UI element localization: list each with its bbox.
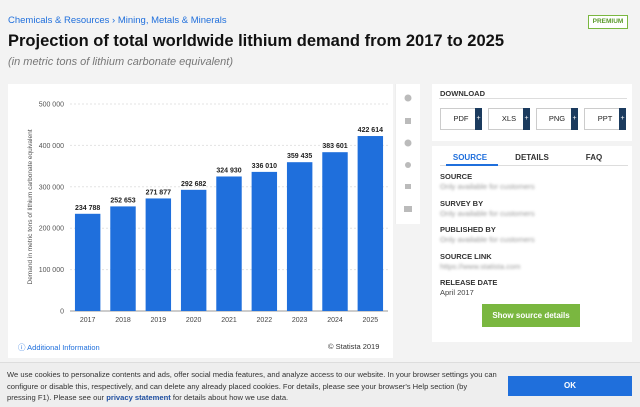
copyright: © Statista 2019 <box>328 342 380 351</box>
value-label: 359 435 <box>287 153 312 160</box>
icon-quote[interactable] <box>405 184 411 189</box>
x-tick-label: 2024 <box>327 317 343 324</box>
icon-share[interactable] <box>405 162 411 168</box>
bar <box>322 152 348 311</box>
value-label: 336 010 <box>252 163 277 170</box>
ok-button[interactable]: OK <box>508 376 632 396</box>
y-tick-label: 300 000 <box>39 184 64 191</box>
value-label: 422 614 <box>358 127 383 134</box>
privacy-link[interactable]: privacy statement <box>106 393 171 402</box>
x-tick-label: 2018 <box>115 317 131 324</box>
source-label: PUBLISHED BY <box>440 225 496 234</box>
tab[interactable]: SOURCE <box>452 153 488 162</box>
download-panel: DOWNLOAD PDF + XLS + PNG + PPT + <box>432 84 632 141</box>
value-label: 324 930 <box>216 167 241 174</box>
breadcrumb: Chemicals & Resources › Mining, Metals &… <box>8 15 227 26</box>
y-tick-label: 100 000 <box>39 267 64 274</box>
value-label: 271 877 <box>146 189 171 196</box>
button-label[interactable]: PDF <box>453 114 469 123</box>
toolbar-icons <box>404 94 412 212</box>
source-value: https://www.statista.com <box>440 261 521 271</box>
value-label: 234 788 <box>75 205 100 212</box>
download-button[interactable]: XLS + <box>488 108 530 130</box>
chart-toolbar <box>395 84 420 224</box>
download-button[interactable]: PDF + <box>440 108 482 130</box>
icon-star[interactable] <box>404 94 412 102</box>
chart: Demand in metric tons of lithium carbona… <box>27 102 388 324</box>
x-tick-label: 2022 <box>257 317 273 324</box>
tab-indicator <box>446 164 498 166</box>
bar <box>286 162 313 311</box>
source-value: April 2017 <box>440 288 474 297</box>
download-title: DOWNLOAD <box>440 89 485 98</box>
value-label: 292 682 <box>181 181 206 188</box>
x-tick-label: 2023 <box>292 317 308 324</box>
x-tick-label: 2021 <box>221 317 237 324</box>
source-panel: SOURCE DETAILS FAQ SOURCE Only available … <box>432 146 632 342</box>
cookie-body: for details about how we use data. <box>172 393 289 402</box>
y-axis-title: Demand in metric tons of lithium carbona… <box>27 129 34 284</box>
divider <box>440 165 628 166</box>
source-value: Only available for customers <box>440 182 535 191</box>
value-label: 252 653 <box>110 197 135 204</box>
bar <box>145 198 172 311</box>
breadcrumb-link[interactable]: Mining, Metals & Minerals <box>117 15 227 26</box>
source-label: RELEASE DATE <box>440 278 498 287</box>
source-label: SURVEY BY <box>440 198 484 208</box>
download-button[interactable]: PPT + <box>584 108 626 130</box>
cookie-body: We use cookies to personalize contents a… <box>7 370 497 402</box>
divider <box>439 98 627 99</box>
y-tick-label: 400 000 <box>39 143 64 150</box>
y-tick-label: 200 000 <box>39 226 64 233</box>
additional-info[interactable]: ⓘ Additional Information <box>18 343 100 352</box>
x-tick-label: 2025 <box>363 317 379 324</box>
icon-bell[interactable] <box>405 118 411 124</box>
icon-gear[interactable] <box>404 139 412 147</box>
breadcrumb-link[interactable]: Chemicals & Resources <box>8 15 110 26</box>
tab[interactable]: DETAILS <box>515 153 549 162</box>
additional-info-text[interactable]: Additional Information <box>27 343 100 352</box>
source-label: SOURCE <box>440 172 473 181</box>
download-button[interactable]: PNG + <box>536 108 578 130</box>
x-tick-label: 2017 <box>80 317 96 324</box>
x-tick-label: 2019 <box>151 317 167 324</box>
bar <box>251 171 278 311</box>
bar <box>357 136 384 311</box>
bar <box>110 206 136 311</box>
bar <box>74 213 101 311</box>
y-tick-label: 0 <box>60 309 64 316</box>
source-value: Only available for customers <box>440 208 535 218</box>
cookie-text: We use cookies to personalize contents a… <box>7 369 497 404</box>
tab[interactable]: FAQ <box>585 153 603 162</box>
button-label[interactable]: XLS <box>501 114 517 123</box>
subtitle: (in metric tons of lithium carbonate equ… <box>8 56 233 68</box>
source-value: Only available for customers <box>440 235 535 244</box>
cookie-banner: We use cookies to personalize contents a… <box>0 362 640 407</box>
premium-badge: PREMIUM <box>588 15 628 29</box>
icon-print[interactable] <box>404 206 412 212</box>
page-title: Projection of total worldwide lithium de… <box>8 32 504 50</box>
value-label: 383 601 <box>322 143 347 150</box>
source-label: SOURCE LINK <box>440 251 492 261</box>
bar <box>216 176 242 311</box>
y-tick-label: 500 000 <box>39 102 64 109</box>
x-tick-label: 2020 <box>186 317 202 324</box>
button-label[interactable]: PPT <box>597 114 613 123</box>
show-source-button[interactable]: Show source details <box>482 304 580 327</box>
bar <box>180 189 207 311</box>
button-label[interactable]: PNG <box>548 114 566 123</box>
